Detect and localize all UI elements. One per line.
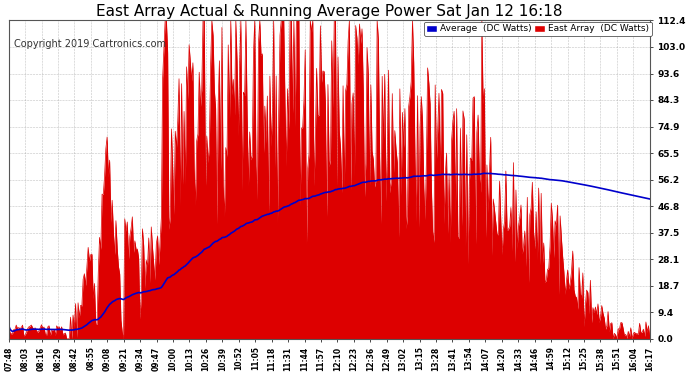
Text: Copyright 2019 Cartronics.com: Copyright 2019 Cartronics.com: [14, 39, 166, 50]
Title: East Array Actual & Running Average Power Sat Jan 12 16:18: East Array Actual & Running Average Powe…: [96, 4, 562, 19]
Legend: Average  (DC Watts), East Array  (DC Watts): Average (DC Watts), East Array (DC Watts…: [424, 22, 651, 36]
